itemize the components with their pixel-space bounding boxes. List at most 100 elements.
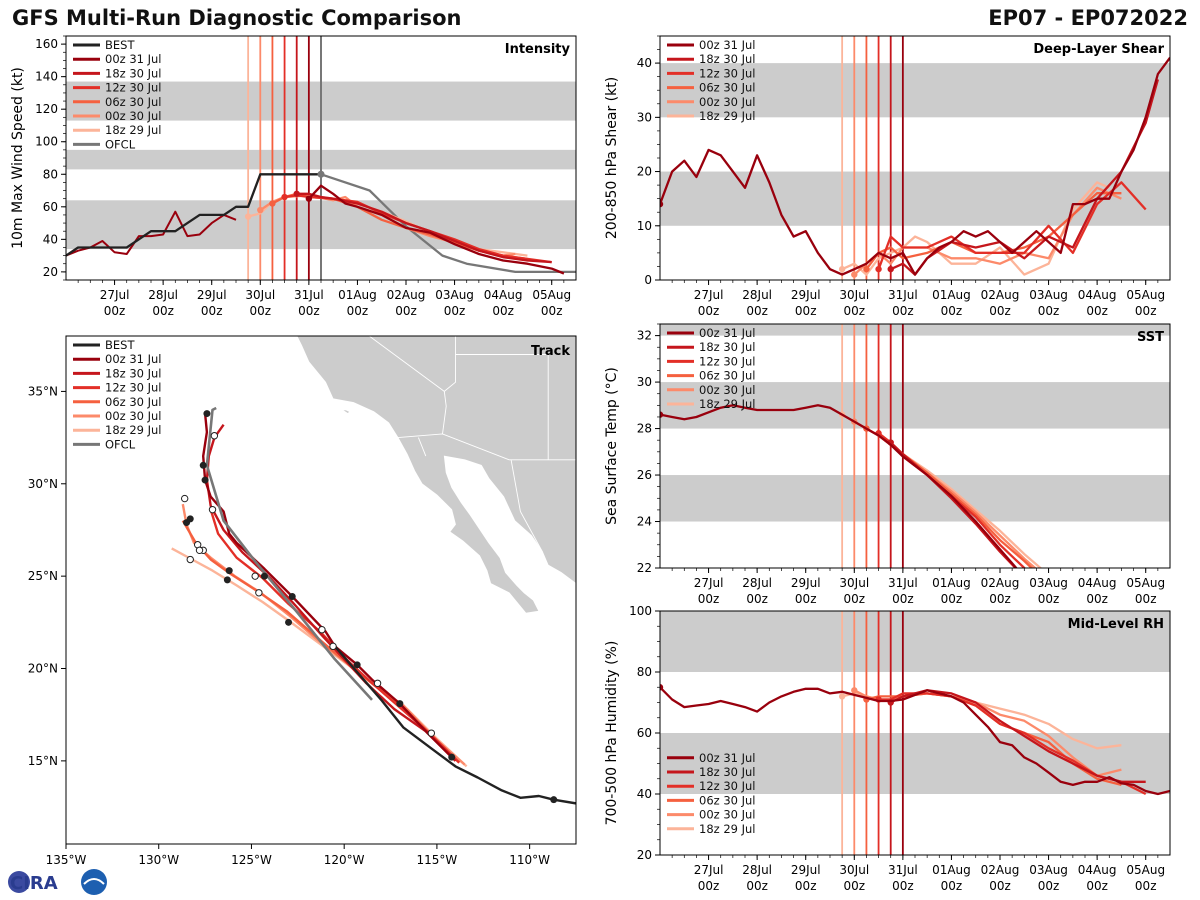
- rh-ylabel: 700-500 hPa Humidity (%): [604, 641, 620, 826]
- rh-ytick-label: 40: [637, 787, 652, 801]
- track-best-line: [333, 645, 576, 805]
- rh-xtick-label: 28Jul: [742, 863, 772, 877]
- landmass: [296, 336, 576, 614]
- sst-legend-label: 12z 30 Jul: [699, 354, 756, 368]
- track-open-dot: [186, 555, 194, 564]
- rh-xtick-sublabel: 00z: [1038, 879, 1060, 893]
- intensity-ytick-label: 100: [35, 135, 58, 149]
- shear-xtick-sublabel: 00z: [989, 304, 1011, 318]
- track-position-dot: [260, 572, 268, 580]
- shear-ytick-label: 40: [637, 56, 652, 70]
- shear-legend-label: 12z 30 Jul: [699, 66, 756, 80]
- sst-xtick-label: 04Aug: [1078, 576, 1117, 590]
- shear-xtick-label: 31Jul: [888, 288, 918, 302]
- intensity-legend-label: BEST: [105, 38, 135, 52]
- track-open-dot: [373, 679, 382, 687]
- sst-xtick-label: 03Aug: [1029, 576, 1068, 590]
- track-legend-label: 06z 30 Jul: [105, 395, 162, 409]
- sst-ytick-label: 32: [637, 329, 652, 343]
- sst-xtick-label: 05Aug: [1126, 576, 1165, 590]
- intensity-xtick-label: 27Jul: [100, 288, 130, 302]
- rh-xtick-sublabel: 00z: [941, 879, 963, 893]
- sst-shade-band: [660, 382, 1170, 429]
- track-open-dot: [427, 729, 436, 737]
- rh-title: Mid-Level RH: [1068, 617, 1164, 632]
- track-xtick-label: 135°W: [46, 853, 87, 867]
- track-open-dot: [255, 589, 263, 597]
- intensity-xtick-label: 28Jul: [148, 288, 178, 302]
- intensity-ofcl-line: [320, 173, 576, 274]
- intensity-xtick-sublabel: 00z: [152, 304, 174, 318]
- logo-globe-icon: [8, 871, 30, 893]
- track-ytick-label: 25°N: [28, 569, 58, 583]
- track-position-dot: [225, 567, 233, 575]
- shear-xtick-sublabel: 00z: [698, 304, 720, 318]
- sst-shade-band: [660, 475, 1170, 522]
- intensity-xtick-label: 02Aug: [387, 288, 426, 302]
- shear-lines: [660, 57, 1170, 278]
- sst-series-line: [660, 404, 1018, 568]
- rh-panel: 20 40 60 80 100 27Jul 00z 28Jul 00z 29Jul 00z 30Jul…: [604, 604, 1171, 893]
- sst-ylabel: Sea Surface Temp (°C): [604, 367, 620, 525]
- rh-ytick-label: 80: [637, 665, 652, 679]
- track-position-dot: [448, 753, 456, 761]
- track-best-dot: [550, 796, 558, 804]
- state-line: [444, 354, 456, 392]
- intensity-xtick-label: 31Jul: [294, 288, 324, 302]
- rh-xtick-sublabel: 00z: [843, 879, 865, 893]
- sst-panel: 22 24 26 28 30 32 27Jul 00z 28Jul 00z 29Jul 00z 30Ju…: [604, 323, 1171, 606]
- rh-xtick-sublabel: 00z: [795, 879, 817, 893]
- intensity-xtick-sublabel: 00z: [444, 304, 466, 318]
- shear-series-line: [877, 181, 1147, 270]
- rh-xtick-sublabel: 00z: [746, 879, 768, 893]
- rh-xtick-label: 01Aug: [932, 863, 971, 877]
- intensity-init-marker: [269, 200, 276, 207]
- shear-shade-band: [660, 171, 1170, 226]
- track-lines: [171, 406, 576, 805]
- track-position-dot: [186, 515, 194, 523]
- track-legend-label: 18z 29 Jul: [105, 423, 162, 437]
- intensity-legend-label: 12z 30 Jul: [105, 81, 162, 95]
- sst-lines: [660, 404, 1043, 568]
- intensity-xtick-label: 30Jul: [245, 288, 275, 302]
- shear-legend-label: 06z 30 Jul: [699, 81, 756, 95]
- sst-ytick-label: 28: [637, 422, 652, 436]
- sst-ytick-label: 24: [637, 515, 652, 529]
- rh-legend-label: 12z 30 Jul: [699, 779, 756, 793]
- rh-legend-label: 06z 30 Jul: [699, 793, 756, 807]
- sst-xtick-label: 30Jul: [839, 576, 869, 590]
- intensity-ytick-label: 60: [43, 200, 58, 214]
- intensity-xtick-label: 03Aug: [435, 288, 474, 302]
- rh-shade-band: [660, 611, 1170, 672]
- track-xtick-label: 130°W: [138, 853, 179, 867]
- rh-series-line: [890, 689, 1146, 783]
- sst-xtick-label: 27Jul: [694, 576, 724, 590]
- sst-xtick-sublabel: 00z: [989, 592, 1011, 606]
- intensity-xtick-sublabel: 00z: [492, 304, 514, 318]
- track-open-dot: [210, 432, 219, 440]
- shear-xtick-label: 28Jul: [742, 288, 772, 302]
- shear-xtick-label: 29Jul: [791, 288, 821, 302]
- rh-ytick-label: 20: [637, 848, 652, 862]
- sst-legend-label: 18z 30 Jul: [699, 340, 756, 354]
- track-open-dot: [329, 642, 337, 651]
- intensity-xtick-sublabel: 00z: [395, 304, 417, 318]
- border-line: [397, 433, 576, 461]
- shear-xtick-label: 03Aug: [1029, 288, 1068, 302]
- rh-xtick-label: 02Aug: [981, 863, 1020, 877]
- shear-ytick-label: 30: [637, 110, 652, 124]
- rh-legend-label: 00z 31 Jul: [699, 751, 756, 765]
- sst-xtick-sublabel: 00z: [843, 592, 865, 606]
- intensity-xtick-sublabel: 00z: [249, 304, 271, 318]
- state-line: [417, 437, 427, 457]
- track-legend-label: OFCL: [105, 437, 136, 451]
- intensity-init-marker: [244, 213, 252, 220]
- rh-xtick-label: 04Aug: [1078, 863, 1117, 877]
- intensity-legend-label: 00z 31 Jul: [105, 52, 162, 66]
- track-panel: 135°W 130°W 125°W 120°W 115°W 110°W 15°N 20°N 25…: [28, 335, 577, 867]
- shear-xtick-label: 04Aug: [1078, 288, 1117, 302]
- sst-xtick-sublabel: 00z: [1038, 592, 1060, 606]
- shear-init-marker: [875, 265, 882, 273]
- shear-xtick-sublabel: 00z: [1086, 304, 1108, 318]
